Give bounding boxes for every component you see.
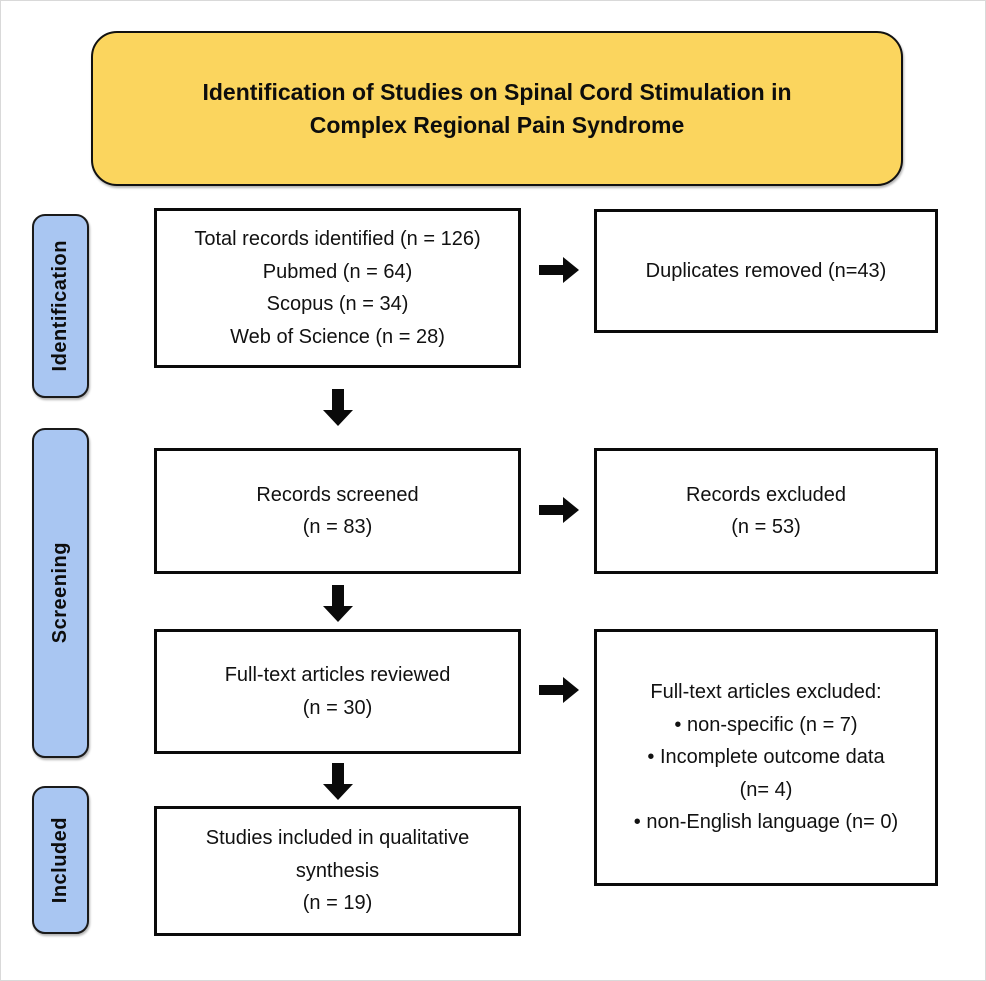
box-fulltext-reviewed: Full-text articles reviewed (n = 30) xyxy=(154,629,521,754)
box-studies-included-line: synthesis xyxy=(295,859,380,882)
box-duplicates-removed: Duplicates removed (n=43) xyxy=(594,209,938,333)
box-fulltext-excluded-line: (n= 4) xyxy=(739,778,793,801)
stage-label-identification: Identification xyxy=(32,214,89,398)
diagram-title-banner: Identification of Studies on Spinal Cord… xyxy=(91,31,903,186)
box-fulltext-reviewed-line: (n = 30) xyxy=(302,696,373,719)
stage-label-included: Included xyxy=(32,786,89,934)
box-fulltext-reviewed-line: Full-text articles reviewed xyxy=(224,664,451,686)
box-fulltext-excluded-line: • non-specific (n = 7) xyxy=(674,713,858,736)
arrow-right-icon xyxy=(539,677,579,708)
box-records-identified-line: Scopus (n = 34) xyxy=(266,293,409,315)
box-studies-included: Studies included in qualitative synthesi… xyxy=(154,806,521,936)
box-studies-included-line: Studies included in qualitative xyxy=(205,827,470,850)
arrow-right-icon xyxy=(539,257,579,288)
stage-label-screening-text: Screening xyxy=(49,542,71,644)
arrow-down-icon xyxy=(323,763,353,805)
box-fulltext-excluded-line: • Incomplete outcome data xyxy=(647,746,885,769)
box-records-screened-line: Records screened xyxy=(256,483,419,506)
diagram-title-line2: Complex Regional Pain Syndrome xyxy=(309,111,685,138)
box-records-excluded-line: (n = 53) xyxy=(731,516,801,538)
box-records-identified: Total records identified (n = 126) Pubme… xyxy=(154,208,521,368)
box-records-excluded: Records excluded (n = 53) xyxy=(594,448,938,574)
box-records-identified-line: Pubmed (n = 64) xyxy=(262,260,413,283)
box-duplicates-removed-line: Duplicates removed (n=43) xyxy=(645,259,887,282)
arrow-down-icon xyxy=(323,389,353,431)
arrow-right-icon xyxy=(539,497,579,528)
box-records-screened: Records screened (n = 83) xyxy=(154,448,521,574)
box-records-excluded-line: Records excluded xyxy=(685,483,847,506)
diagram-title-line1: Identification of Studies on Spinal Cord… xyxy=(202,78,792,105)
box-studies-included-line: (n = 19) xyxy=(302,892,373,915)
stage-label-included-text: Included xyxy=(49,816,71,904)
box-fulltext-excluded-line: • non-English language (n= 0) xyxy=(633,811,899,834)
box-records-identified-line: Web of Science (n = 28) xyxy=(230,325,445,348)
box-records-screened-line: (n = 83) xyxy=(302,516,373,538)
stage-label-identification-text: Identification xyxy=(49,240,71,372)
box-fulltext-excluded: Full-text articles excluded: • non-speci… xyxy=(594,629,938,886)
box-records-identified-line: Total records identified (n = 126) xyxy=(194,228,481,250)
arrow-down-icon xyxy=(323,585,353,627)
box-fulltext-excluded-line: Full-text articles excluded: xyxy=(650,681,882,704)
stage-label-screening: Screening xyxy=(32,428,89,758)
